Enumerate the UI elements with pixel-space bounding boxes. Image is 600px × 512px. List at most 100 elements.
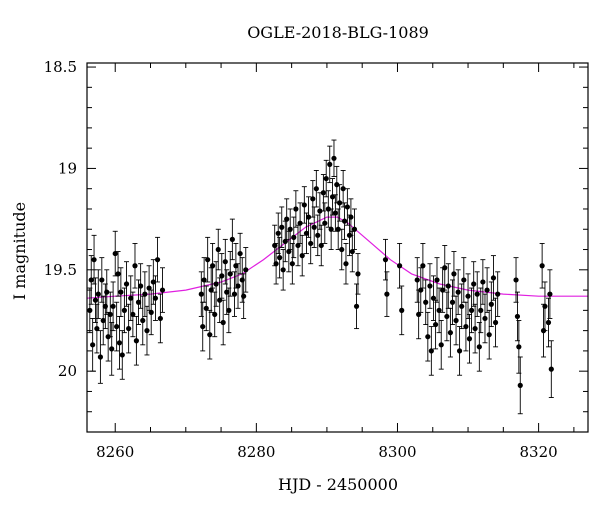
data-point — [130, 291, 136, 338]
point-marker — [94, 325, 100, 332]
data-point — [301, 186, 307, 224]
point-marker — [471, 281, 477, 287]
point-marker — [459, 303, 465, 309]
data-point — [293, 190, 299, 228]
data-point — [468, 287, 475, 334]
data-point — [484, 267, 490, 313]
point-marker — [284, 216, 290, 222]
point-marker — [208, 287, 214, 293]
data-point — [126, 303, 132, 354]
data-point — [299, 234, 305, 277]
point-marker — [313, 186, 319, 192]
data-point — [114, 301, 120, 352]
point-marker — [495, 291, 501, 297]
data-point — [144, 305, 150, 356]
data-point — [212, 291, 218, 338]
data-point — [396, 242, 403, 289]
point-marker — [92, 297, 99, 303]
data-point — [115, 251, 121, 297]
point-marker — [514, 313, 521, 320]
point-marker — [277, 255, 283, 261]
point-marker — [110, 303, 116, 309]
point-marker — [331, 155, 337, 161]
point-marker — [104, 289, 110, 295]
data-point — [273, 242, 279, 285]
point-marker — [119, 352, 125, 358]
point-marker — [442, 265, 448, 271]
data-point — [482, 293, 488, 344]
data-point — [420, 242, 426, 289]
y-tick-label: 19 — [58, 159, 77, 177]
point-marker — [513, 277, 519, 283]
point-marker — [144, 328, 150, 334]
point-marker — [348, 214, 354, 220]
point-marker — [291, 234, 297, 240]
point-marker — [140, 317, 146, 324]
data-point — [348, 198, 354, 236]
point-marker — [545, 319, 552, 326]
point-marker — [476, 344, 482, 350]
data-point — [279, 206, 285, 248]
point-marker — [480, 279, 486, 285]
point-marker — [418, 287, 424, 293]
point-marker — [322, 220, 328, 226]
x-tick-label: 8300 — [378, 443, 416, 461]
data-point — [436, 287, 442, 334]
data-point — [325, 190, 331, 228]
point-marker — [231, 291, 238, 297]
point-marker — [492, 319, 499, 326]
data-point — [442, 245, 448, 291]
data-point — [341, 202, 348, 240]
data-point — [337, 184, 343, 222]
point-marker — [305, 214, 312, 220]
point-marker — [445, 283, 451, 289]
data-point — [320, 174, 326, 212]
point-marker — [112, 250, 118, 257]
data-point — [219, 253, 225, 299]
point-marker — [95, 291, 101, 297]
data-point — [213, 261, 219, 307]
data-point — [154, 236, 161, 283]
point-marker — [447, 330, 454, 336]
data-point — [480, 259, 486, 305]
data-point — [318, 224, 324, 267]
plot-frame — [86, 62, 589, 433]
point-marker — [449, 299, 456, 305]
data-point — [116, 315, 123, 370]
point-marker — [486, 332, 492, 338]
point-marker — [472, 325, 478, 332]
data-point — [243, 247, 249, 293]
data-point — [235, 263, 241, 309]
point-marker — [517, 382, 523, 388]
data-point — [344, 188, 350, 226]
data-point — [329, 178, 336, 216]
axes: 8260 8280 8300 8320 18.5 19 19.5 20 — [44, 58, 589, 461]
point-marker — [542, 303, 548, 309]
x-tick-label: 8260 — [96, 443, 134, 461]
point-marker — [150, 279, 156, 285]
point-marker — [396, 263, 403, 269]
point-marker — [548, 366, 554, 372]
point-marker — [325, 206, 331, 212]
point-marker — [341, 218, 348, 224]
data-point — [423, 279, 429, 325]
data-point — [203, 285, 209, 332]
data-point — [142, 271, 148, 317]
data-point — [287, 208, 293, 250]
point-marker — [282, 238, 288, 245]
data-point — [200, 301, 206, 352]
data-point — [455, 269, 461, 315]
point-marker — [315, 232, 321, 238]
point-marker — [432, 321, 439, 328]
data-point — [456, 326, 463, 376]
data-point — [303, 212, 310, 255]
data-point — [351, 208, 358, 250]
point-marker — [200, 323, 206, 330]
data-point — [99, 257, 105, 303]
point-marker — [280, 267, 286, 273]
data-point — [427, 263, 433, 309]
data-point — [343, 242, 349, 285]
point-marker — [297, 220, 303, 226]
point-marker — [99, 277, 105, 283]
y-tick-label: 19.5 — [44, 261, 77, 279]
